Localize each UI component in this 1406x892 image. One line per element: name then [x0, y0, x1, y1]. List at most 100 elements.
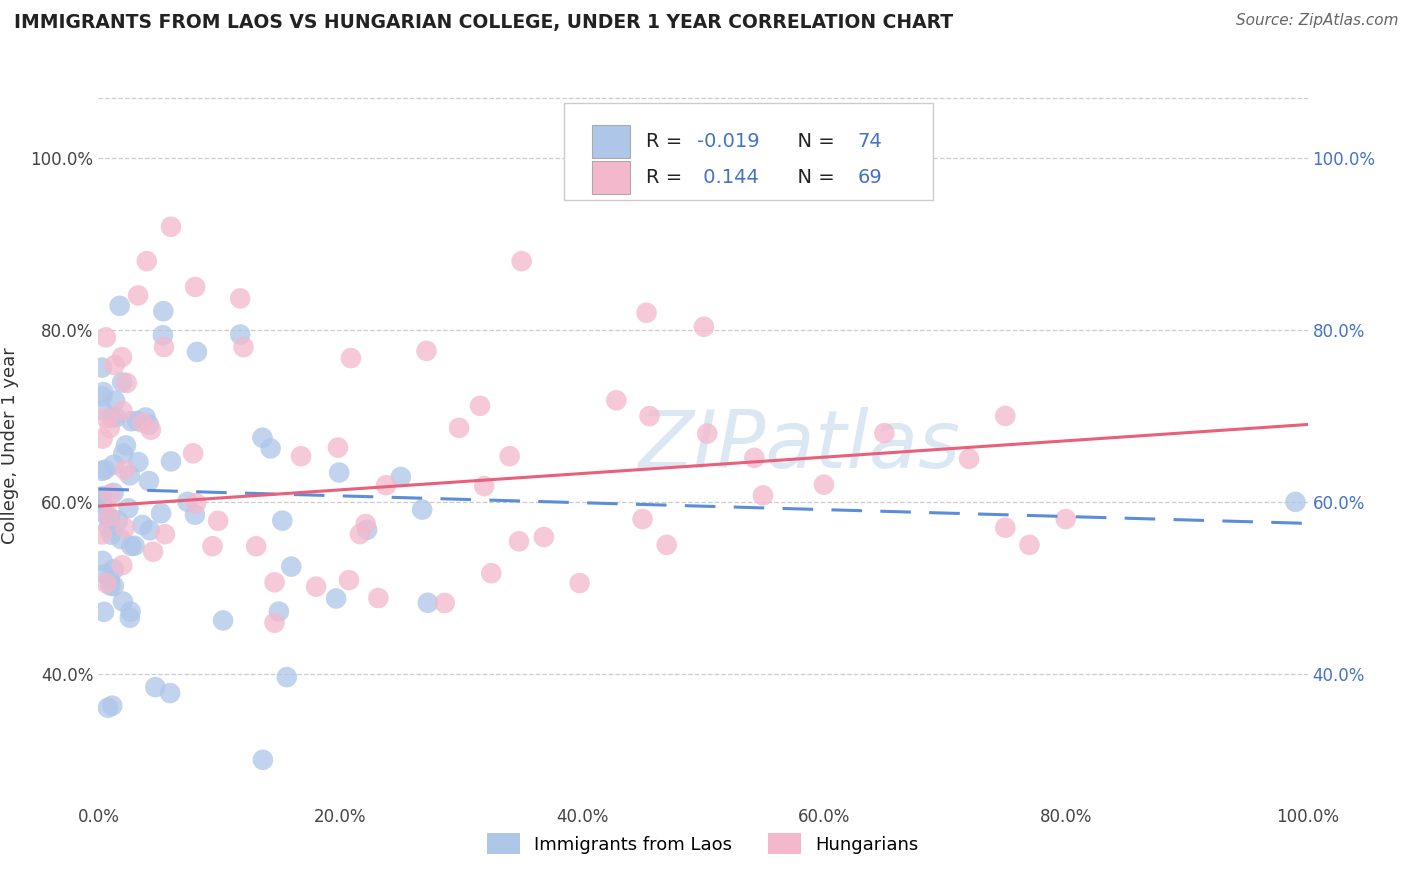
Point [994, 521, 1017, 535]
Point [229, 292, 252, 306]
Point [290, 449, 312, 463]
Point [472, 479, 495, 493]
Point [415, 343, 437, 358]
Point [118, 611, 141, 625]
Point [117, 501, 139, 516]
Point [744, 450, 766, 465]
Point [449, 421, 471, 435]
Point [212, 614, 235, 628]
Point [325, 591, 347, 606]
Point [104, 358, 127, 372]
Point [498, 449, 520, 463]
Point [152, 328, 174, 343]
Point [389, 470, 412, 484]
Point [139, 523, 162, 537]
Point [111, 350, 134, 364]
Point [201, 539, 224, 553]
Point [131, 416, 153, 430]
Point [356, 523, 378, 537]
Point [280, 559, 302, 574]
Point [91, 403, 114, 417]
Point [98, 421, 121, 435]
Point [111, 376, 134, 390]
Point [433, 596, 456, 610]
Point [263, 575, 285, 590]
Point [696, 426, 718, 441]
Point [127, 455, 149, 469]
FancyBboxPatch shape [592, 126, 630, 158]
Point [813, 477, 835, 491]
Point [131, 518, 153, 533]
Point [110, 532, 132, 546]
Text: ZIPatlas: ZIPatlas [638, 407, 960, 485]
Point [416, 596, 439, 610]
Point [91, 432, 114, 446]
Point [91, 498, 114, 512]
Point [252, 431, 274, 445]
Point [232, 340, 254, 354]
Point [98, 509, 121, 524]
Point [107, 514, 129, 528]
Point [568, 576, 591, 591]
Point [127, 414, 149, 428]
Point [533, 530, 555, 544]
Point [367, 591, 389, 605]
Point [114, 521, 136, 535]
Text: 0.144: 0.144 [697, 169, 759, 187]
Point [693, 319, 716, 334]
Text: 74: 74 [858, 132, 883, 152]
Point [104, 410, 127, 425]
Point [97, 700, 120, 714]
Point [100, 527, 122, 541]
Legend: Immigrants from Laos, Hungarians: Immigrants from Laos, Hungarians [481, 826, 925, 862]
Point [636, 306, 658, 320]
Point [100, 411, 122, 425]
Point [120, 605, 142, 619]
Point [111, 558, 134, 573]
Point [638, 409, 661, 423]
Point [103, 458, 125, 472]
Point [655, 538, 678, 552]
Text: R =: R = [647, 169, 689, 187]
Text: -0.019: -0.019 [697, 132, 759, 152]
Point [111, 404, 134, 418]
Point [271, 514, 294, 528]
Point [328, 466, 350, 480]
Point [138, 474, 160, 488]
Point [114, 463, 136, 477]
Point [337, 573, 360, 587]
Point [93, 605, 115, 619]
Point [91, 554, 114, 568]
Point [184, 508, 207, 522]
Point [98, 511, 121, 525]
Point [186, 345, 208, 359]
Point [631, 512, 654, 526]
Point [135, 254, 157, 268]
Point [94, 463, 117, 477]
Point [94, 330, 117, 344]
Point [115, 376, 138, 390]
Point [508, 534, 530, 549]
FancyBboxPatch shape [592, 161, 630, 194]
Text: R =: R = [647, 132, 689, 152]
Point [245, 539, 267, 553]
Point [93, 567, 115, 582]
Point [340, 351, 363, 365]
Point [375, 478, 398, 492]
Text: N =: N = [785, 132, 841, 152]
Point [186, 496, 208, 510]
Point [1018, 538, 1040, 552]
Point [176, 495, 198, 509]
Point [91, 360, 114, 375]
Text: N =: N = [785, 169, 841, 187]
Point [96, 576, 118, 591]
Point [152, 304, 174, 318]
Point [326, 441, 349, 455]
Point [263, 615, 285, 630]
Point [120, 539, 142, 553]
Point [91, 389, 114, 403]
Point [468, 399, 491, 413]
Point [510, 254, 533, 268]
Point [994, 409, 1017, 423]
Point [91, 464, 114, 478]
